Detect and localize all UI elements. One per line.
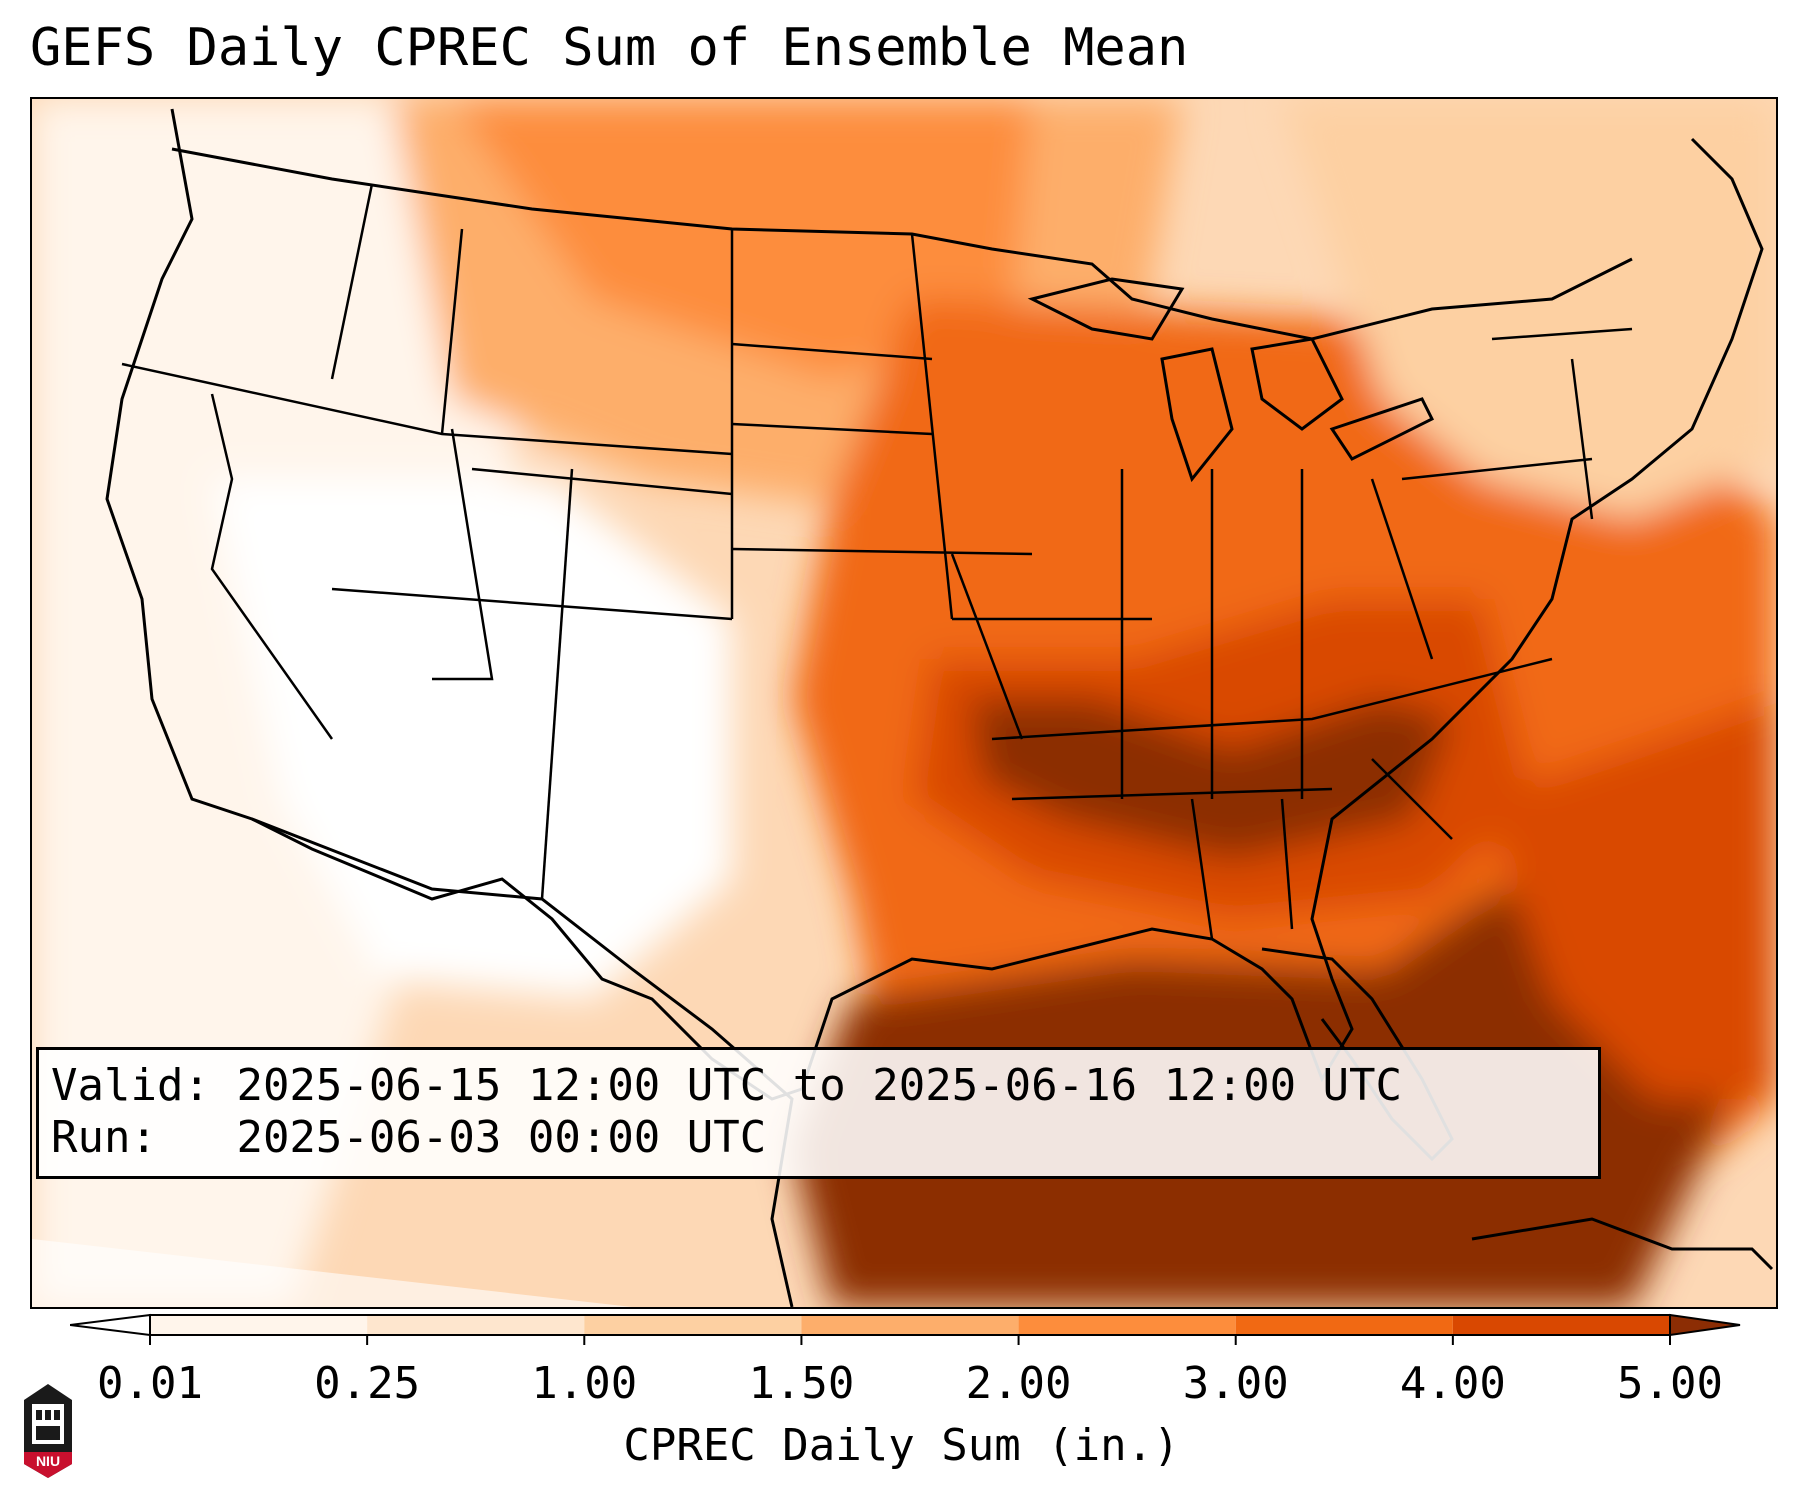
colorbar-segment [1235,1315,1453,1335]
colorbar-ticks [149,1335,1671,1345]
map-title: GEFS Daily CPREC Sum of Ensemble Mean [30,18,1189,78]
precip-region-northeast [1282,99,1776,519]
logo-text: NIU [36,1453,60,1469]
precip-region-atlantic [1482,699,1776,1099]
colorbar-under-arrow [70,1313,151,1337]
run-label: Run: [51,1112,157,1163]
colorbar-segment [150,1315,368,1335]
cuba-outline [1471,1217,1774,1271]
colorbar-segment [367,1315,585,1335]
colorbar-tick-label: 1.50 [748,1358,855,1409]
conus-outline [105,108,1764,1101]
colorbar-segment [1452,1315,1670,1335]
colorbar-label: CPREC Daily Sum (in.) [623,1420,1180,1471]
colorbar-tick-label: 3.00 [1182,1358,1289,1409]
domain-edge [32,1239,632,1307]
colorbar-tick-label: 5.00 [1617,1358,1723,1409]
colorbar-segment [584,1315,802,1335]
great-lakes [1027,277,1435,483]
valid-value: 2025-06-15 12:00 UTC to 2025-06-16 12:00… [236,1060,1403,1111]
valid-label: Valid: [51,1060,210,1111]
validity-info-box: Valid: 2025-06-15 12:00 UTC to 2025-06-1… [36,1047,1601,1179]
colorbar-tick-label: 1.00 [531,1358,638,1409]
state-borders [121,183,1633,940]
colorbar-tick-label: 0.01 [97,1358,203,1409]
colorbar-tick-label: 4.00 [1399,1358,1506,1409]
run-value: 2025-06-03 00:00 UTC [236,1112,767,1163]
run-line: Run: 2025-06-03 00:00 UTC [51,1112,1586,1164]
niu-logo: NIU [24,1384,72,1478]
colorbar-segment [1018,1315,1236,1335]
colorbar [70,1313,1741,1345]
colorbar-segments [70,1313,1741,1337]
colorbar-tick-label: 0.25 [314,1358,421,1409]
colorbar-outline [149,1314,1671,1336]
valid-line: Valid: 2025-06-15 12:00 UTC to 2025-06-1… [51,1060,1586,1112]
precip-region-north-dark [452,99,1032,379]
mexico-border [251,817,794,1307]
colorbar-over-arrow [1669,1313,1741,1337]
colorbar-segment [801,1315,1019,1335]
colorbar-tick-label: 2.00 [965,1358,1072,1409]
canada-border [171,147,1633,341]
